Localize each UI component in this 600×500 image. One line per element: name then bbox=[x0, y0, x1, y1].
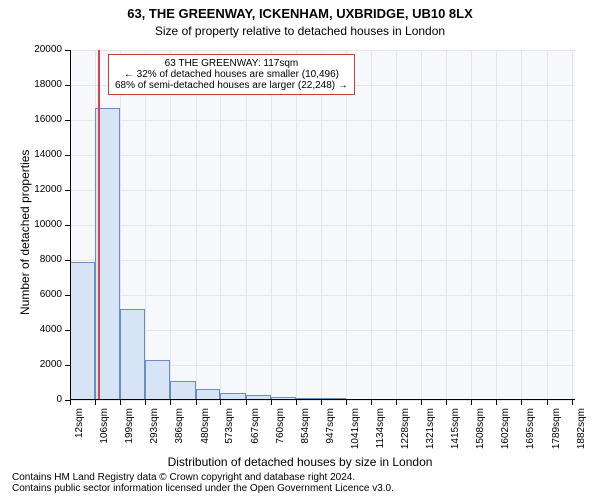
plot-area bbox=[70, 50, 575, 400]
xtick-label: 1134sqm bbox=[375, 408, 386, 466]
xtick-mark bbox=[145, 400, 146, 405]
xtick-mark bbox=[271, 400, 272, 405]
gridline bbox=[446, 50, 447, 400]
xtick-mark bbox=[70, 400, 71, 405]
xtick-label: 1789sqm bbox=[551, 408, 562, 466]
ytick-label: 2000 bbox=[12, 359, 62, 370]
ytick-label: 0 bbox=[12, 394, 62, 405]
gridline bbox=[296, 50, 297, 400]
gridline bbox=[321, 50, 322, 400]
xtick-label: 1882sqm bbox=[576, 408, 587, 466]
xtick-mark bbox=[220, 400, 221, 405]
ytick-label: 20000 bbox=[12, 44, 62, 55]
gridline bbox=[371, 50, 372, 400]
gridline bbox=[170, 50, 171, 400]
xtick-label: 1695sqm bbox=[525, 408, 536, 466]
ytick-label: 8000 bbox=[12, 254, 62, 265]
ytick-label: 10000 bbox=[12, 219, 62, 230]
property-info-box: 63 THE GREENWAY: 117sqm← 32% of detached… bbox=[108, 54, 355, 95]
xtick-mark bbox=[572, 400, 573, 405]
y-axis-line bbox=[70, 50, 71, 400]
xtick-mark bbox=[521, 400, 522, 405]
ytick-mark bbox=[65, 155, 70, 156]
copyright-line-2: Contains public sector information licen… bbox=[12, 483, 394, 494]
gridline bbox=[220, 50, 221, 400]
xtick-mark bbox=[170, 400, 171, 405]
xtick-label: 480sqm bbox=[200, 408, 211, 466]
xtick-label: 854sqm bbox=[300, 408, 311, 466]
info-box-line: ← 32% of detached houses are smaller (10… bbox=[115, 69, 348, 80]
ytick-mark bbox=[65, 330, 70, 331]
xtick-mark bbox=[346, 400, 347, 405]
xtick-mark bbox=[120, 400, 121, 405]
xtick-label: 12sqm bbox=[74, 408, 85, 466]
xtick-label: 1041sqm bbox=[350, 408, 361, 466]
xtick-mark bbox=[446, 400, 447, 405]
xtick-mark bbox=[421, 400, 422, 405]
histogram-bar bbox=[170, 381, 195, 400]
gridline bbox=[496, 50, 497, 400]
xtick-label: 199sqm bbox=[124, 408, 135, 466]
copyright-line-1: Contains HM Land Registry data © Crown c… bbox=[12, 472, 394, 483]
xtick-mark bbox=[95, 400, 96, 405]
xtick-mark bbox=[296, 400, 297, 405]
ytick-mark bbox=[65, 365, 70, 366]
info-box-line: 63 THE GREENWAY: 117sqm bbox=[115, 58, 348, 69]
chart-title: 63, THE GREENWAY, ICKENHAM, UXBRIDGE, UB… bbox=[0, 6, 600, 21]
gridline bbox=[471, 50, 472, 400]
xtick-mark bbox=[396, 400, 397, 405]
gridline bbox=[346, 50, 347, 400]
ytick-label: 4000 bbox=[12, 324, 62, 335]
gridline bbox=[246, 50, 247, 400]
histogram-bar bbox=[120, 309, 145, 400]
xtick-label: 1508sqm bbox=[475, 408, 486, 466]
chart-container: { "title": { "text": "63, THE GREENWAY, … bbox=[0, 0, 600, 500]
gridline bbox=[421, 50, 422, 400]
xtick-mark bbox=[321, 400, 322, 405]
xtick-label: 1602sqm bbox=[500, 408, 511, 466]
xtick-label: 1415sqm bbox=[450, 408, 461, 466]
ytick-mark bbox=[65, 120, 70, 121]
histogram-bar bbox=[70, 262, 95, 400]
ytick-label: 12000 bbox=[12, 184, 62, 195]
xtick-mark bbox=[246, 400, 247, 405]
property-indicator-line bbox=[98, 50, 100, 400]
ytick-mark bbox=[65, 50, 70, 51]
gridline bbox=[572, 50, 573, 400]
gridline bbox=[396, 50, 397, 400]
xtick-label: 573sqm bbox=[224, 408, 235, 466]
copyright-notice: Contains HM Land Registry data © Crown c… bbox=[12, 472, 394, 494]
xtick-mark bbox=[496, 400, 497, 405]
info-box-line: 68% of semi-detached houses are larger (… bbox=[115, 80, 348, 91]
ytick-mark bbox=[65, 295, 70, 296]
ytick-mark bbox=[65, 260, 70, 261]
xtick-label: 1321sqm bbox=[425, 408, 436, 466]
xtick-label: 1228sqm bbox=[400, 408, 411, 466]
histogram-bar bbox=[145, 360, 170, 400]
chart-subtitle: Size of property relative to detached ho… bbox=[0, 24, 600, 38]
xtick-label: 947sqm bbox=[325, 408, 336, 466]
xtick-label: 667sqm bbox=[250, 408, 261, 466]
gridline bbox=[547, 50, 548, 400]
ytick-mark bbox=[65, 85, 70, 86]
gridline bbox=[145, 50, 146, 400]
ytick-label: 14000 bbox=[12, 149, 62, 160]
ytick-label: 16000 bbox=[12, 114, 62, 125]
gridline bbox=[521, 50, 522, 400]
xtick-mark bbox=[371, 400, 372, 405]
ytick-mark bbox=[65, 225, 70, 226]
gridline bbox=[196, 50, 197, 400]
xtick-mark bbox=[471, 400, 472, 405]
xtick-label: 293sqm bbox=[149, 408, 160, 466]
xtick-mark bbox=[547, 400, 548, 405]
xtick-mark bbox=[196, 400, 197, 405]
gridline bbox=[271, 50, 272, 400]
ytick-label: 6000 bbox=[12, 289, 62, 300]
xtick-label: 106sqm bbox=[99, 408, 110, 466]
xtick-label: 386sqm bbox=[174, 408, 185, 466]
ytick-mark bbox=[65, 190, 70, 191]
xtick-label: 760sqm bbox=[275, 408, 286, 466]
ytick-label: 18000 bbox=[12, 79, 62, 90]
